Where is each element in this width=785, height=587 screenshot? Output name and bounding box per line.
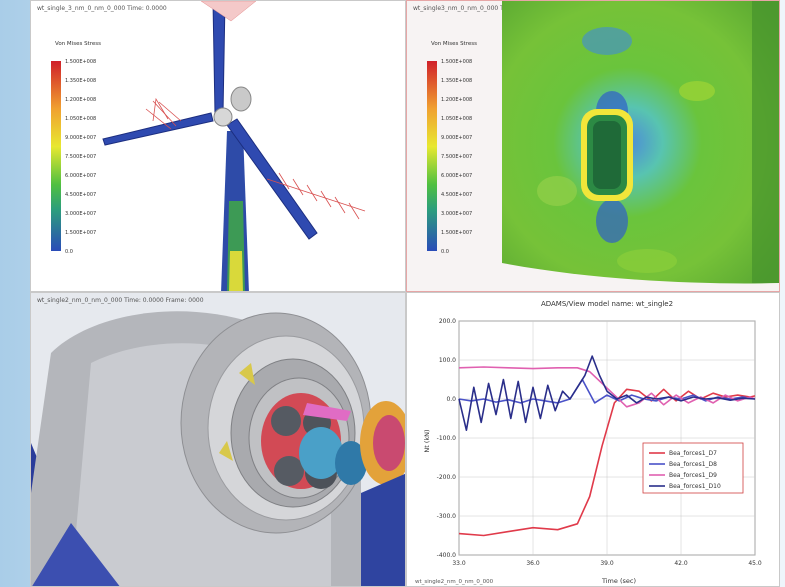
door-contour-drawing <box>502 1 779 284</box>
legend-value: 1.500E+008 <box>65 59 97 65</box>
nacelle-drawing <box>31 293 405 586</box>
footer-label: wt_single2_nm_0_nm_0_000 <box>415 579 494 585</box>
legend-title: Von Mises Stress <box>55 41 101 47</box>
force-plot-view[interactable]: ADAMS/View model name: wt_single2 33.0 36… <box>406 292 780 587</box>
panel-title: wt_single2_nm_0_nm_0_000 Time: 0.0000 Fr… <box>37 297 204 304</box>
legend-value: 1.050E+008 <box>441 116 473 122</box>
panel-title: wt_single_3_nm_0_nm_0_000 Time: 0.0000 <box>37 5 167 12</box>
legend-value: 1.200E+008 <box>441 97 473 103</box>
legend-value: 1.500E+007 <box>65 230 97 236</box>
legend-value: 6.000E+007 <box>441 173 473 179</box>
legend-value: 4.500E+007 <box>65 192 97 198</box>
legend-values: 1.500E+008 1.350E+008 1.200E+008 1.050E+008… <box>441 59 472 268</box>
legend-value: 7.500E+007 <box>441 154 473 160</box>
y-tick-label: -100.0 <box>437 435 457 442</box>
legend-value: 7.500E+007 <box>65 154 97 160</box>
door-stress-view[interactable]: wt_single3_nm_0_nm_0_000 Time: 0.0000 Fr… <box>406 0 780 292</box>
y-tick-label: -200.0 <box>437 474 457 481</box>
legend-title: Von Mises Stress <box>431 41 477 47</box>
x-axis-label: Time (sec) <box>601 577 636 585</box>
x-tick-label: 42.0 <box>674 560 688 567</box>
legend-value: 9.000E+007 <box>65 135 97 141</box>
force-chart: ADAMS/View model name: wt_single2 33.0 36… <box>415 300 762 585</box>
series-line <box>458 378 756 404</box>
series-line <box>458 355 756 431</box>
legend-value: 3.000E+007 <box>441 211 473 217</box>
x-tick-label: 39.0 <box>600 560 614 567</box>
legend-entry: Bea_forces1_D7 <box>669 450 717 457</box>
legend-value: 0.0 <box>441 249 449 255</box>
turbine-stress-view[interactable]: wt_single_3_nm_0_nm_0_000 Time: 0.0000 V… <box>30 0 406 292</box>
legend-colorbar <box>51 61 61 251</box>
x-tick-label: 45.0 <box>748 560 762 567</box>
legend-value: 1.350E+008 <box>441 78 473 84</box>
y-tick-label: -400.0 <box>437 552 457 559</box>
x-tick-label: 33.0 <box>452 560 466 567</box>
legend-value: 9.000E+007 <box>441 135 473 141</box>
legend-value: 6.000E+007 <box>65 173 97 179</box>
y-axis-label: Nt (kN) <box>423 429 431 452</box>
y-tick-label: 100.0 <box>439 357 456 364</box>
panel-title: wt_single3_nm_0_nm_0_000 Time: 0.0000 Fr… <box>413 5 569 12</box>
legend-values: 1.500E+008 1.350E+008 1.200E+008 1.050E+008… <box>65 59 96 268</box>
legend-value: 3.000E+007 <box>65 211 97 217</box>
legend-colorbar <box>427 61 437 251</box>
stress-legend: Von Mises Stress 1.500E+008 1.350E+008 1.2… <box>417 41 477 255</box>
legend-value: 1.500E+007 <box>441 230 473 236</box>
legend-box <box>642 442 744 494</box>
y-tick-label: 200.0 <box>439 318 456 325</box>
load-arrows <box>145 97 366 220</box>
legend-value: 1.050E+008 <box>65 116 97 122</box>
legend-entry: Bea_forces1_D8 <box>669 461 717 468</box>
legend-value: 1.200E+008 <box>65 97 97 103</box>
y-tick-label: 0.0 <box>446 396 456 403</box>
x-tick-label: 36.0 <box>526 560 540 567</box>
legend-value: 1.350E+008 <box>65 78 97 84</box>
chart-title: ADAMS/View model name: wt_single2 <box>541 300 673 308</box>
nacelle-3d-view[interactable]: wt_single2_nm_0_nm_0_000 Time: 0.0000 Fr… <box>30 292 406 587</box>
legend-entry: Bea_forces1_D9 <box>669 472 717 479</box>
turbine-drawing <box>102 1 366 291</box>
legend-value: 0.0 <box>65 249 73 255</box>
y-tick-label: -300.0 <box>437 513 457 520</box>
legend-value: 4.500E+007 <box>441 192 473 198</box>
legend-value: 1.500E+008 <box>441 59 473 65</box>
series-line <box>458 388 756 537</box>
stress-legend: Von Mises Stress 1.500E+008 1.350E+008 1.2… <box>41 41 101 255</box>
legend-entry: Bea_forces1_D10 <box>669 483 721 490</box>
